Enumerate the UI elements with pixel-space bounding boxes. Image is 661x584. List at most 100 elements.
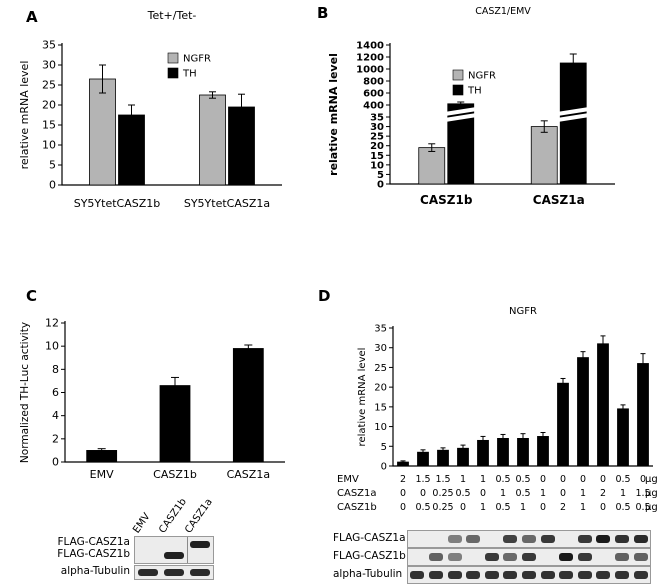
table-value: 0.5 — [515, 488, 530, 499]
y-tick-label: 20 — [42, 99, 56, 112]
panel-d-blot: FLAG-CASZ1a FLAG-CASZ1b alpha-Tubulin — [333, 530, 651, 584]
blot-strip — [134, 565, 214, 580]
table-value: 1 — [540, 488, 546, 499]
y-tick-label: 15 — [370, 151, 384, 162]
blot-band — [466, 571, 481, 579]
y-tick-label: 35 — [374, 324, 387, 335]
y-tick-label: 6 — [52, 386, 59, 399]
blot-band — [484, 553, 499, 561]
y-axis-label: relative mRNA level — [18, 61, 31, 170]
blot-band — [503, 571, 518, 579]
panel-c-chart: 0 2 4 6 8 10 12 Normalized TH-Luc activity EMV CA… — [19, 317, 285, 481]
y-tick-label: 25 — [42, 79, 56, 92]
y-tick-label: 1000 — [356, 65, 384, 76]
table-value: 1 — [500, 488, 506, 499]
y-tick-label: 400 — [363, 101, 384, 112]
blot-band — [164, 569, 184, 576]
blot-band — [596, 571, 611, 579]
y-tick-label: 30 — [374, 343, 387, 354]
y-tick-label: 35 — [370, 113, 384, 124]
panel-a-chart: 0 5 10 15 20 25 30 35 Tet+/Tet-relative mRNA lev… — [18, 9, 282, 210]
table-value: 0.5 — [495, 502, 510, 513]
table-value: 0 — [540, 502, 546, 513]
blot-row-label: FLAG-CASZ1b — [333, 550, 406, 562]
table-value: 0.5 — [415, 502, 430, 513]
blot-band — [633, 571, 648, 579]
table-value: 0 — [400, 488, 406, 499]
blot-band — [503, 535, 518, 543]
table-row-label: CASZ1b — [337, 502, 377, 513]
bar — [597, 343, 609, 467]
axis-break-mark — [444, 113, 478, 122]
y-tick-label: 30 — [42, 59, 56, 72]
bar — [637, 363, 649, 467]
y-tick-label: 25 — [374, 363, 387, 374]
y-axis-label: Normalized TH-Luc activity — [19, 322, 31, 463]
blot-row-label: FLAG-CASZ1a — [333, 532, 406, 544]
blot-strip — [407, 530, 651, 548]
y-tick-label: 0 — [377, 180, 384, 191]
chart-title: Tet+/Tet- — [147, 9, 197, 22]
category-label: CASZ1b — [420, 193, 473, 207]
blot-band — [540, 535, 555, 543]
blot-strip — [134, 536, 214, 564]
category-label: CASZ1a — [533, 193, 585, 207]
blot-band — [522, 535, 536, 543]
y-tick-label: 15 — [374, 402, 387, 413]
table-value: 0 — [400, 502, 406, 513]
table-value: 0.5 — [455, 488, 470, 499]
blot-band — [190, 541, 210, 548]
blot-band — [596, 535, 611, 543]
legend-label: TH — [182, 69, 197, 80]
blot-band — [633, 535, 648, 543]
blot-band — [428, 571, 443, 579]
legend-label: NGFR — [468, 71, 496, 82]
table-unit: µg — [645, 474, 658, 485]
blot-band — [559, 571, 574, 579]
legend-label: TH — [467, 86, 482, 97]
y-tick-label: 15 — [42, 119, 56, 132]
y-tick-label: 800 — [363, 77, 384, 88]
bar-NGFR — [418, 147, 446, 185]
bar-NGFR — [89, 78, 116, 186]
blot-band — [447, 535, 462, 543]
table-unit: µg — [645, 502, 658, 513]
blot-band — [577, 553, 592, 561]
panel-d-label: D — [318, 287, 331, 305]
table-value: 0 — [580, 474, 586, 485]
axis-break-mark — [444, 107, 478, 116]
category-label: SY5YtetCASZ1b — [74, 197, 161, 210]
legend-swatch — [167, 67, 179, 79]
y-tick-label: 10 — [45, 340, 59, 353]
bar — [557, 382, 569, 467]
blot-row: FLAG-CASZ1a — [333, 530, 651, 548]
y-tick-label: 5 — [377, 170, 384, 181]
table-row-label: EMV — [337, 474, 359, 485]
blot-band — [633, 553, 648, 561]
blot-band — [138, 569, 158, 576]
blot-band — [615, 571, 630, 579]
table-value: 1 — [580, 488, 586, 499]
bar-NGFR — [530, 126, 558, 185]
blot-band — [615, 553, 630, 561]
category-label: SY5YtetCASZ1a — [184, 197, 270, 210]
axis-break-mark — [556, 107, 590, 116]
bar-TH — [118, 114, 145, 186]
blot-band — [503, 553, 518, 561]
blot-row: FLAG-CASZ1b — [333, 548, 651, 566]
y-tick-label: 1200 — [356, 53, 384, 64]
table-value: 0.5 — [615, 474, 630, 485]
table-value: 0 — [540, 474, 546, 485]
panel-c-blot: EMV CASZ1b CASZ1a FLAG-CASZ1a FLAG-CASZ1… — [38, 486, 238, 584]
table-row-label: CASZ1a — [337, 488, 377, 499]
blot-band — [447, 553, 462, 561]
blot-row-label: alpha-Tubulin — [60, 565, 130, 577]
blot-band — [410, 571, 425, 579]
table-unit: µg — [645, 488, 658, 499]
y-tick-label: 0 — [49, 179, 56, 192]
blot-band — [522, 553, 536, 561]
table-value: 1 — [620, 488, 626, 499]
chart-title: CASZ1/EMV — [475, 6, 531, 17]
